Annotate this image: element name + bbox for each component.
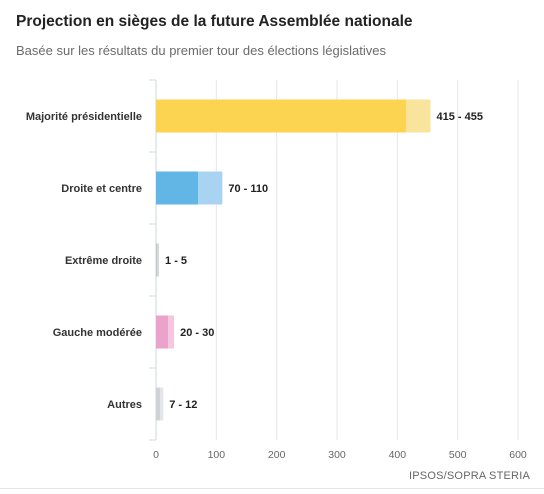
bar-min-seats bbox=[156, 387, 161, 421]
x-tick-label: 600 bbox=[509, 449, 527, 461]
range-data-label: 7 - 12 bbox=[169, 399, 197, 411]
x-tick-label: 300 bbox=[328, 449, 346, 461]
category-label: Extrême droite bbox=[65, 255, 142, 267]
bar-range-extension bbox=[160, 387, 164, 421]
range-data-label: 70 - 110 bbox=[228, 183, 268, 195]
category-label: Majorité présidentielle bbox=[26, 111, 142, 123]
bar-range-extension bbox=[198, 171, 223, 205]
x-tick-label: 400 bbox=[389, 449, 407, 461]
source-credit: IPSOS/SOPRA STERIA bbox=[409, 470, 530, 482]
category-label: Autres bbox=[107, 399, 142, 411]
bar-range-extension bbox=[168, 315, 175, 349]
category-label: Droite et centre bbox=[61, 183, 142, 195]
bar-min-seats bbox=[156, 243, 157, 277]
range-data-label: 1 - 5 bbox=[165, 255, 187, 267]
x-tick-label: 200 bbox=[268, 449, 286, 461]
bar-min-seats bbox=[156, 99, 407, 133]
gridlines bbox=[215, 80, 519, 440]
x-tick-label: 500 bbox=[449, 449, 467, 461]
category-axis bbox=[149, 79, 157, 441]
labels: 0 100 200 300 400 500 600 Majorité présidentiel… bbox=[26, 111, 527, 461]
bar-range-extension bbox=[406, 99, 431, 133]
x-tick-label: 0 bbox=[153, 449, 159, 461]
bar-min-seats bbox=[156, 171, 199, 205]
bars bbox=[156, 99, 431, 421]
category-label: Gauche modérée bbox=[53, 327, 142, 339]
chart-subtitle: Basée sur les résultats du premier tour … bbox=[16, 43, 386, 58]
range-data-label: 20 - 30 bbox=[180, 327, 214, 339]
chart-title: Projection en sièges de la future Assemb… bbox=[16, 13, 413, 30]
bottom-divider bbox=[0, 488, 544, 489]
bar-range-extension bbox=[156, 243, 160, 277]
x-tick-label: 100 bbox=[208, 449, 226, 461]
range-data-label: 415 - 455 bbox=[437, 111, 483, 123]
bar-min-seats bbox=[156, 315, 169, 349]
